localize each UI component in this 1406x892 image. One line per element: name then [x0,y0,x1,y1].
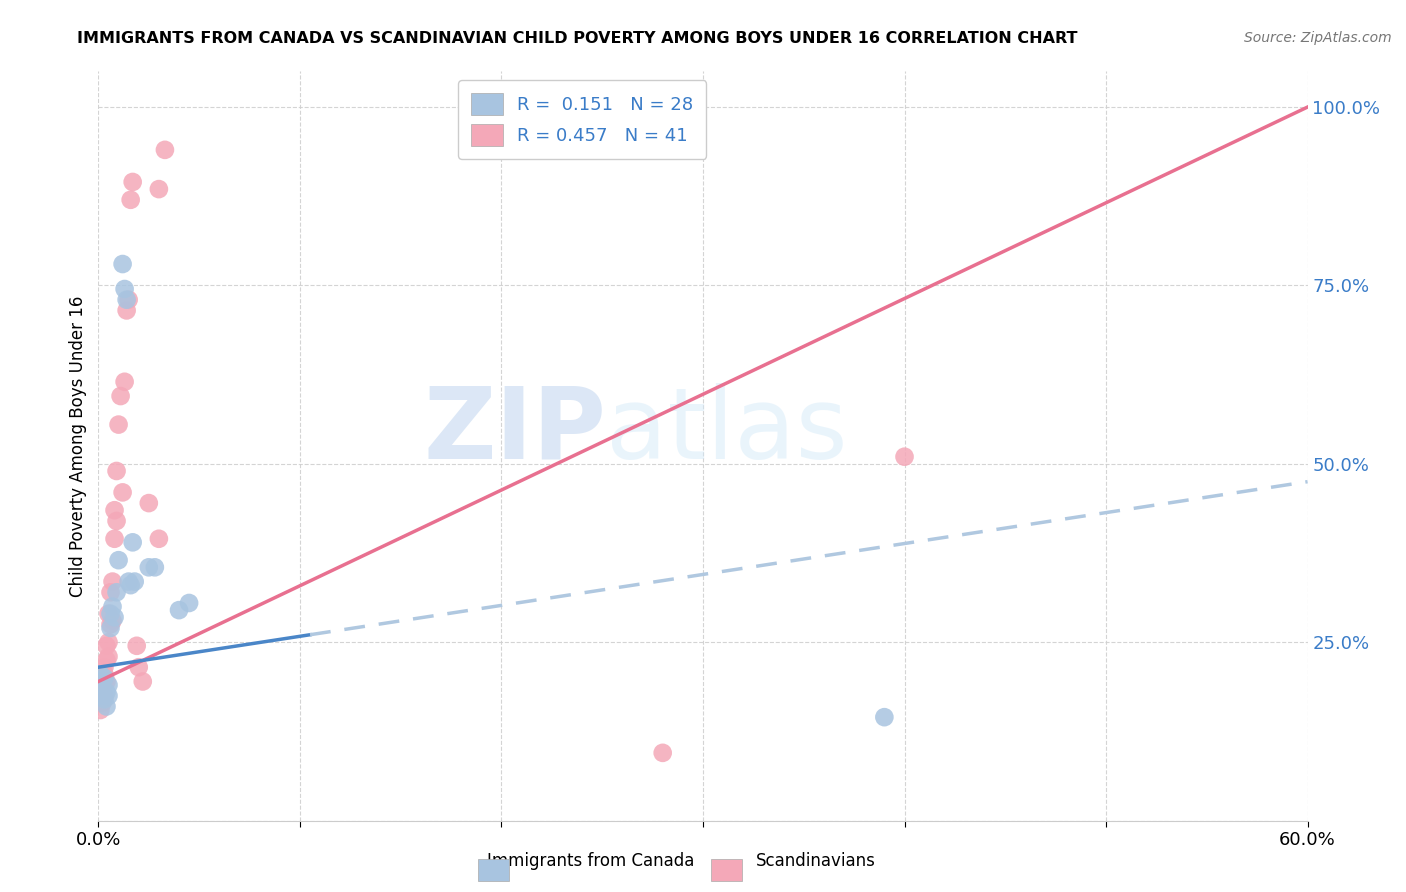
Point [120,193,142,207]
Point [103,610,125,624]
Point [873,710,896,724]
Point [651,746,673,760]
Point [91,685,114,699]
Point [91,689,114,703]
Point [128,660,150,674]
Point [96,674,118,689]
Point [100,621,122,635]
Point [91,696,114,710]
Point [138,560,160,574]
Point [114,375,136,389]
Point [124,574,146,589]
Point [93,667,115,681]
Text: ZIP: ZIP [423,383,606,480]
Point [111,257,134,271]
Point [143,560,166,574]
Point [105,464,128,478]
Point [105,514,128,528]
Point [100,607,122,621]
Point [107,417,129,432]
Point [115,293,138,307]
Point [148,532,170,546]
Point [120,578,142,592]
Point [111,485,134,500]
Legend: R =  0.151   N = 28, R = 0.457   N = 41: R = 0.151 N = 28, R = 0.457 N = 41 [458,80,706,159]
Text: IMMIGRANTS FROM CANADA VS SCANDINAVIAN CHILD POVERTY AMONG BOYS UNDER 16 CORRELA: IMMIGRANTS FROM CANADA VS SCANDINAVIAN C… [77,31,1078,46]
Point [138,496,160,510]
Point [97,607,120,621]
Point [89,674,111,689]
Point [97,635,120,649]
Point [148,182,170,196]
Point [89,681,111,696]
Point [893,450,915,464]
Point [121,175,143,189]
Point [167,603,190,617]
Point [89,696,111,710]
Point [101,574,124,589]
Point [100,585,122,599]
Point [179,596,201,610]
Text: Source: ZipAtlas.com: Source: ZipAtlas.com [1244,31,1392,45]
Point [93,674,115,689]
Point [93,660,115,674]
Point [96,699,118,714]
Point [110,389,132,403]
Point [96,639,118,653]
Point [93,692,115,706]
Point [132,674,155,689]
Point [114,282,136,296]
Text: Immigrants from Canada: Immigrants from Canada [486,852,695,870]
Point [103,532,125,546]
Point [97,689,120,703]
Y-axis label: Child Poverty Among Boys Under 16: Child Poverty Among Boys Under 16 [69,295,87,597]
Point [153,143,176,157]
Point [105,585,128,599]
Point [93,671,115,685]
Point [97,649,120,664]
Point [103,503,125,517]
Point [115,303,138,318]
Point [101,614,124,628]
Point [91,678,114,692]
Text: atlas: atlas [606,383,848,480]
Point [121,535,143,549]
Point [118,574,141,589]
Point [101,599,124,614]
Point [91,692,114,706]
Point [125,639,148,653]
Point [93,689,115,703]
Point [107,553,129,567]
Point [89,703,111,717]
Point [97,678,120,692]
Point [96,653,118,667]
Point [100,617,122,632]
Point [89,667,111,681]
Point [118,293,141,307]
Point [96,685,118,699]
Text: Scandinavians: Scandinavians [755,852,876,870]
